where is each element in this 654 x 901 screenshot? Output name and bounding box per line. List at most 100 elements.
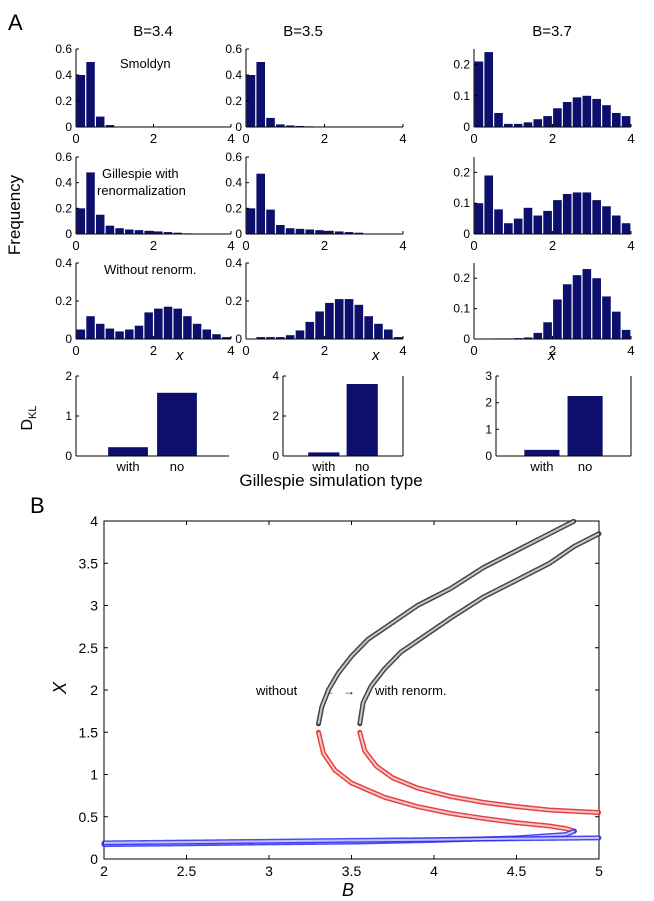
y-tick-label: 0: [65, 332, 72, 346]
x-tick-label: 4: [227, 343, 234, 358]
bar: [295, 228, 305, 234]
bar: [115, 228, 124, 234]
annotation-without: without: [255, 683, 298, 698]
bar: [266, 209, 275, 234]
y-tick-label: 0.6: [55, 42, 72, 56]
y-tick-label: 0: [463, 332, 470, 346]
bar: [582, 192, 592, 234]
series-line-core-0: [317, 520, 575, 724]
column-title-b34: B=3.4: [133, 23, 173, 40]
y-tick-label: 0.2: [225, 201, 242, 215]
series-line-core-5: [103, 836, 600, 844]
x-tick-label: 2: [150, 343, 157, 358]
bar: [95, 116, 105, 127]
dkl-ylabel: DKL: [19, 405, 39, 430]
y-tick-label: 0.4: [225, 176, 242, 190]
x-tick-label: 0: [470, 238, 477, 253]
bar: [144, 230, 153, 234]
y-tick-label: 0.2: [55, 294, 72, 308]
bar: [76, 329, 86, 339]
x-tick-label: 4: [627, 131, 634, 146]
x-tick-label: 3.5: [342, 863, 362, 879]
dkl-bar-no: [346, 384, 378, 456]
x-tick-label: 4.5: [507, 863, 527, 879]
y-tick-label: 1.5: [79, 724, 99, 740]
bar: [305, 229, 315, 234]
bar: [276, 337, 285, 339]
bar: [533, 215, 543, 234]
panel-label-b: B: [30, 493, 45, 518]
bar: [134, 230, 144, 234]
bar: [543, 322, 552, 339]
bar: [125, 229, 134, 234]
bar: [393, 337, 403, 339]
bar: [144, 312, 153, 339]
bar: [602, 206, 611, 234]
histogram-hist-3.4-gillespie: 0 2 4 0 0.2 0.4 0.6: [55, 150, 234, 253]
dkl-chart-dkl-3.5: with no 0 2 4: [272, 369, 404, 474]
x-tick-label: 0: [242, 238, 249, 253]
bar: [543, 210, 552, 234]
bar: [494, 209, 503, 234]
x-tick-label: 5: [595, 863, 603, 879]
bar: [523, 122, 533, 127]
plots: 0 2 4 0 0.2 0.4 0.6 0 2 4 0 0.2 0.4 0.6 0 2 4 0 0.1 0.2 0 2 4 0…: [55, 42, 634, 879]
y-tick-label: 0: [65, 120, 72, 134]
y-tick-label: 0.4: [55, 68, 72, 82]
bar: [611, 311, 621, 339]
bar: [125, 329, 134, 339]
bar: [266, 117, 275, 127]
x-tick-label: 4: [399, 131, 406, 146]
bar: [621, 116, 631, 127]
y-tick-label: 0.4: [55, 176, 72, 190]
x-tick-label: 4: [430, 863, 438, 879]
bar: [494, 112, 503, 127]
bar: [504, 123, 513, 127]
y-tick-label: 2: [272, 409, 279, 423]
bar: [523, 207, 533, 234]
bar: [364, 316, 373, 339]
x-tick-label: 2: [321, 343, 328, 358]
hist-xlabel-col1: x: [175, 347, 184, 364]
bar: [86, 316, 95, 339]
dkl-chart-dkl-3.4: with no 0 1 2: [65, 369, 229, 474]
y-tick-label: 0: [235, 227, 242, 241]
bar: [572, 275, 582, 339]
bar: [572, 192, 582, 234]
x-tick-label: 0: [470, 343, 477, 358]
bar: [276, 124, 285, 127]
bar: [474, 61, 484, 128]
bar: [173, 232, 182, 234]
bar: [105, 225, 115, 234]
y-tick-label: 0: [463, 227, 470, 241]
y-tick-label: 0: [90, 851, 98, 867]
bar: [513, 123, 523, 127]
bar: [76, 75, 86, 127]
y-tick-label: 0: [463, 120, 470, 134]
y-tick-label: 0.1: [453, 302, 470, 316]
x-tick-label: 2: [150, 238, 157, 253]
x-tick-label: 2.5: [177, 863, 197, 879]
histogram-hist-3.7-without: 0 2 4 0 0.1 0.2: [453, 263, 635, 358]
bar: [553, 299, 562, 339]
bar: [592, 278, 601, 339]
bar: [256, 62, 266, 127]
histogram-hist-3.5-gillespie: 0 2 400.20.40.6: [225, 150, 406, 253]
bar: [86, 62, 95, 127]
dkl-category-label: with: [529, 459, 553, 474]
label-smoldyn: Smoldyn: [120, 56, 171, 71]
bar: [115, 331, 124, 339]
y-tick-label: 0: [65, 449, 72, 463]
y-tick-label: 2: [90, 682, 98, 698]
bar: [105, 125, 115, 127]
y-tick-label: 0.2: [453, 58, 470, 72]
x-tick-label: 0: [470, 131, 477, 146]
bar: [354, 304, 364, 339]
y-tick-label: 0.6: [225, 42, 242, 56]
x-tick-label: 4: [227, 131, 234, 146]
bar: [202, 329, 212, 339]
x-tick-label: 4: [627, 238, 634, 253]
y-tick-label: 2: [65, 369, 72, 383]
bar: [504, 223, 513, 234]
bar: [154, 231, 163, 234]
